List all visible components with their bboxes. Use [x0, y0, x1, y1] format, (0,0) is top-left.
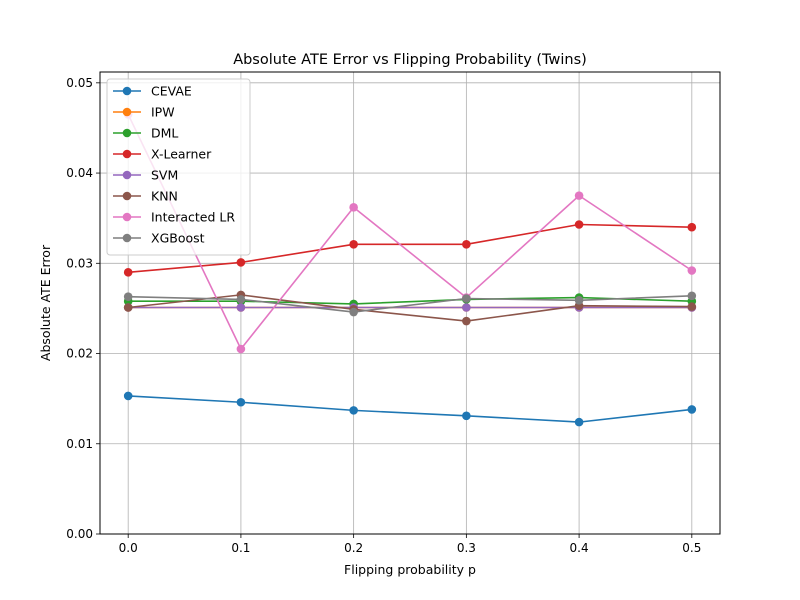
chart-title: Absolute ATE Error vs Flipping Probabili… — [233, 52, 587, 68]
series-line-xgboost — [128, 294, 692, 313]
legend-label-cevae: CEVAE — [151, 84, 192, 99]
series-line-cevae — [128, 395, 692, 423]
x-tick-label: 0.0 — [119, 541, 138, 555]
data-point-x-learner — [462, 240, 471, 249]
data-point-knn — [687, 302, 697, 311]
y-tick-label: 0.05 — [66, 76, 93, 90]
data-point-xgboost — [687, 291, 697, 301]
legend-marker-interacted-lr — [122, 212, 132, 222]
data-point-xgboost — [349, 307, 358, 317]
legend-label-knn: KNN — [151, 189, 178, 204]
y-axis: 0.00 0.01 0.02 0.03 0.04 0.05 — [66, 76, 100, 541]
data-point-x-learner — [349, 240, 358, 249]
data-point-knn — [462, 316, 471, 326]
y-axis-label: Absolute ATE Error — [38, 244, 53, 361]
data-point-cevae — [462, 411, 471, 421]
x-tick-label: 0.5 — [682, 541, 701, 555]
legend-marker-ipw — [122, 107, 132, 117]
data-point-interacted-lr — [349, 203, 358, 212]
legend-label-interacted-lr: Interacted LR — [151, 210, 235, 225]
data-point-x-learner — [574, 220, 584, 229]
series-layer — [123, 110, 697, 427]
y-tick-label: 0.02 — [66, 347, 93, 361]
series-cevae — [123, 391, 697, 427]
data-point-interacted-lr — [574, 191, 584, 200]
y-tick-label: 0.03 — [66, 256, 93, 270]
legend-marker-dml — [122, 128, 132, 138]
legend-label-ipw: IPW — [151, 105, 175, 120]
data-point-x-learner — [123, 268, 133, 277]
x-tick-label: 0.4 — [570, 541, 589, 555]
data-point-knn — [123, 303, 133, 312]
data-point-xgboost — [462, 294, 471, 303]
series-interacted-lr — [123, 110, 697, 354]
y-tick-label: 0.00 — [66, 527, 93, 541]
series-xgboost — [123, 291, 697, 317]
series-line-dml — [128, 296, 692, 305]
data-point-cevae — [574, 417, 584, 427]
legend-marker-knn — [122, 191, 132, 201]
legend-label-xgboost: XGBoost — [151, 231, 205, 246]
x-tick-label: 0.3 — [457, 541, 476, 555]
x-axis-label: Flipping probability p — [344, 562, 476, 577]
data-point-cevae — [123, 391, 133, 401]
legend-marker-svm — [122, 170, 132, 180]
data-point-x-learner — [236, 258, 246, 267]
data-point-cevae — [236, 397, 246, 407]
x-axis: 0.0 0.1 0.2 0.3 0.4 0.5 — [119, 534, 701, 555]
x-tick-label: 0.2 — [344, 541, 363, 555]
y-tick-label: 0.01 — [66, 437, 93, 451]
y-tick-label: 0.04 — [66, 166, 93, 180]
data-point-svm — [462, 303, 471, 312]
legend-label-x-learner: X-Learner — [151, 147, 212, 162]
data-point-xgboost — [574, 295, 584, 305]
data-point-x-learner — [687, 222, 697, 232]
legend-marker-cevae — [122, 86, 132, 96]
legend-label-svm: SVM — [151, 168, 178, 183]
plot-frame — [99, 71, 721, 535]
series-line-x-learner — [128, 223, 692, 274]
legend-label-dml: DML — [151, 126, 178, 141]
data-point-svm — [236, 303, 246, 312]
series-line-interacted-lr — [127, 114, 693, 350]
data-point-cevae — [349, 406, 358, 415]
x-tick-label: 0.1 — [231, 541, 250, 555]
legend-marker-x-learner — [122, 149, 132, 159]
legend: CEVAE IPW DML X-Learner SVM KNN Interacted LR X… — [106, 78, 251, 256]
data-point-interacted-lr — [236, 344, 246, 354]
legend-marker-xgboost — [122, 233, 132, 243]
data-point-xgboost — [123, 292, 133, 301]
legend-box — [106, 78, 251, 256]
series-line-knn — [128, 294, 692, 322]
data-point-xgboost — [236, 295, 246, 304]
data-point-cevae — [687, 405, 697, 414]
data-point-interacted-lr — [687, 266, 697, 275]
series-x-learner — [123, 220, 697, 277]
